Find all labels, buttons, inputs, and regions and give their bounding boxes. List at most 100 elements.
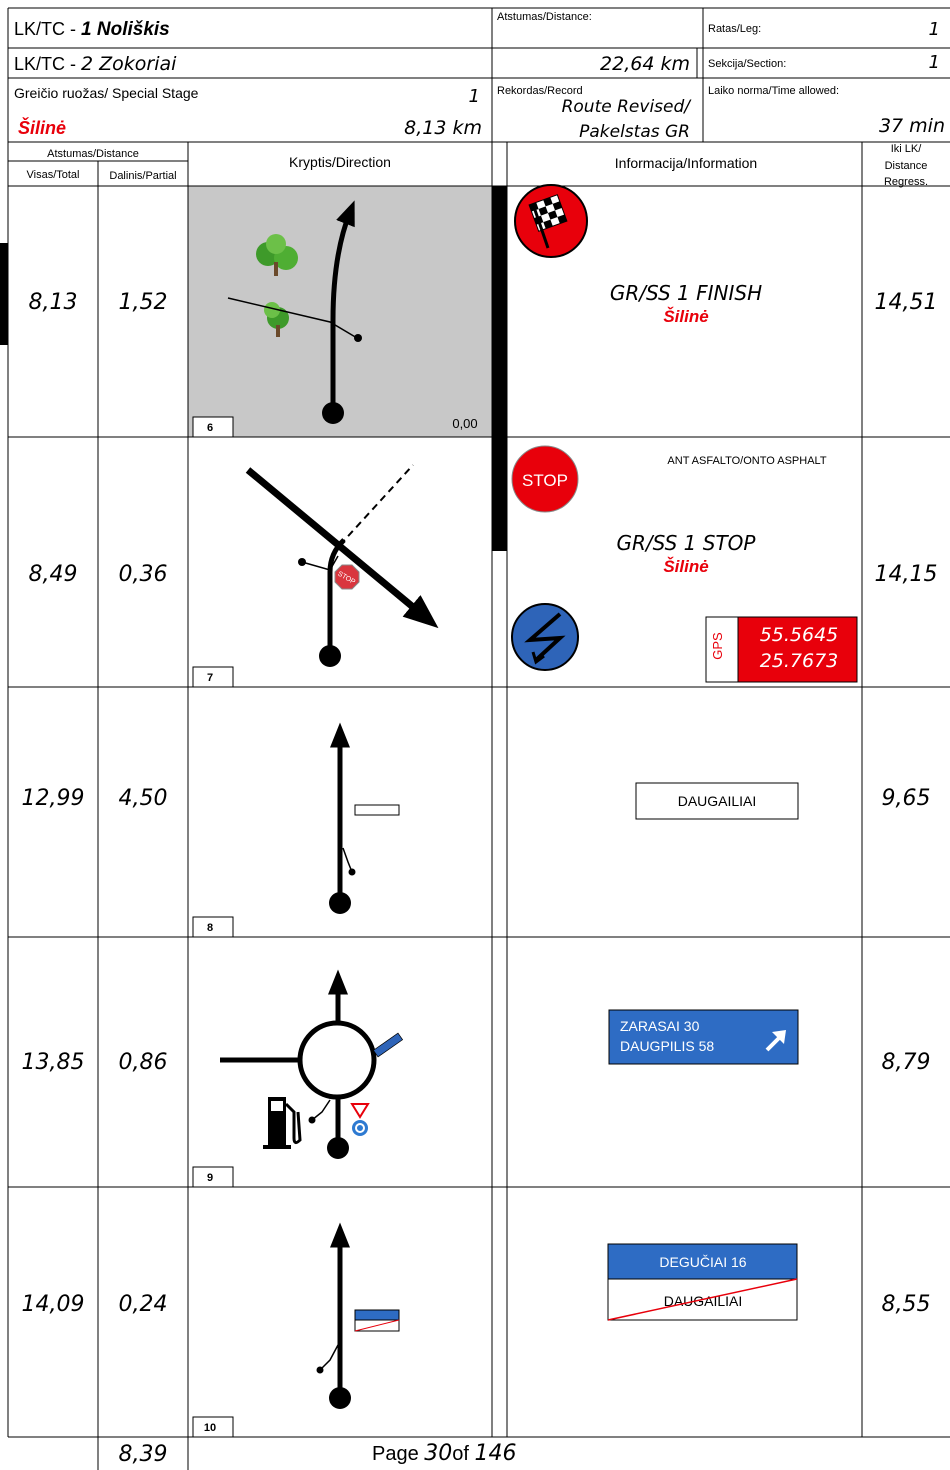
row: 8,13 1,52 14,51 6 0,00 GR/SS 1 FINISH Ši…: [29, 184, 938, 438]
shape: [329, 892, 351, 914]
stage-length: 8,13 km: [404, 117, 482, 139]
shape: [264, 302, 280, 318]
tc-from: 1 Noliškis: [81, 19, 170, 40]
shape: [316, 1366, 324, 1374]
shape: [354, 334, 362, 342]
distance-regress: 8,55: [882, 1292, 931, 1317]
carry-distance: 8,39: [119, 1442, 168, 1467]
shape: [329, 1387, 351, 1409]
asphalt-icon: [511, 603, 579, 671]
shape: [298, 558, 306, 566]
info-title: GR/SS 1 STOP: [617, 531, 757, 555]
shape: [330, 200, 355, 413]
time-label: Laiko norma/Time allowed:: [708, 85, 839, 97]
shape: [607, 1243, 798, 1280]
total-distance: 13,85: [22, 1050, 85, 1075]
column-header: Distance: [885, 160, 928, 172]
total-distance: 12,99: [22, 786, 85, 811]
row: 12,99 4,50 9,65 8 DAUGAILIAI: [22, 722, 930, 938]
partial-distance: 4,50: [119, 786, 168, 811]
column-header: Kryptis/Direction: [289, 154, 391, 170]
shape: LK/TC - 1 Noliškis: [14, 19, 170, 40]
shape: [322, 402, 344, 424]
shape: [531, 651, 545, 665]
shape: [245, 467, 439, 629]
shape: [227, 297, 358, 339]
shape: [352, 1120, 368, 1136]
shape: [276, 325, 280, 337]
partial-distance: 1,52: [119, 290, 168, 315]
tc-prefix: LK/TC -: [14, 54, 76, 74]
shape: [308, 1116, 316, 1124]
total-distance: 8,13: [29, 290, 78, 315]
gps-label: GPS: [710, 632, 725, 660]
shape: [608, 1009, 799, 1065]
road-sign-text: DAUGPILIS 58: [620, 1038, 714, 1054]
shape: [342, 847, 353, 873]
shape: [319, 645, 341, 667]
section: 1: [929, 52, 940, 73]
column-header: Dalinis/Partial: [109, 170, 176, 182]
shape: [354, 1319, 400, 1332]
step-number: 8: [207, 922, 213, 934]
distance-regress: 8,79: [882, 1050, 931, 1075]
page-number: 30: [424, 1441, 452, 1466]
leg-label: Ratas/Leg:: [708, 23, 761, 35]
info-title: GR/SS 1 FINISH: [610, 281, 762, 305]
record: Pakelstas GR: [579, 122, 690, 142]
partial-distance: 0,36: [119, 562, 168, 587]
road-sign-text: DEGUČIAI 16: [659, 1254, 746, 1270]
leg: 1: [929, 19, 940, 40]
stage-number: 1: [469, 86, 480, 107]
stage-label: Greičio ruožas/ Special Stage: [14, 85, 199, 101]
shape: [263, 1145, 291, 1149]
stage-name: Šilinė: [18, 117, 66, 138]
shape: [188, 186, 492, 437]
step-number: 9: [207, 1172, 213, 1184]
column-header: Informacija/Information: [615, 155, 757, 171]
step-number: 6: [207, 422, 213, 434]
shape: [354, 1309, 400, 1321]
shape: [772, 1030, 786, 1044]
shape: [266, 234, 286, 254]
shape: [192, 1416, 234, 1438]
record-label: Rekordas/Record: [497, 85, 583, 97]
shape: [319, 1344, 339, 1371]
shape: [372, 1032, 404, 1058]
shape: [0, 243, 8, 345]
shape: [511, 445, 579, 513]
page-of: of: [452, 1443, 469, 1465]
total-distance: 14,09: [22, 1292, 85, 1317]
shape: LK/TC - 2 Zokoriai: [14, 53, 177, 75]
row: 8,49 0,36 14,15 STOP 7 ANT ASFALTO/ONTO …: [29, 445, 937, 688]
tree: [256, 234, 298, 337]
gps-latitude: 55.5645: [760, 624, 839, 646]
shape: [607, 1278, 798, 1321]
shape: [492, 186, 507, 551]
column-header: Regress.: [884, 176, 928, 188]
road-sign-text: ZARASAI 30: [620, 1018, 700, 1034]
shape: [311, 1099, 331, 1121]
shape: [524, 612, 566, 662]
shape: [192, 916, 234, 938]
distance-regress: 14,51: [875, 290, 938, 315]
shape: [192, 1166, 234, 1188]
distance: 22,64 km: [600, 53, 690, 75]
section-label: Sekcija/Section:: [708, 58, 786, 70]
step-number: 10: [204, 1422, 216, 1434]
shape: Page 30of 146: [372, 1441, 517, 1466]
shape: [192, 666, 234, 688]
partial-distance: 0,24: [119, 1292, 168, 1317]
direction-note: 0,00: [452, 416, 477, 431]
shape: [284, 1102, 302, 1145]
shape: [192, 416, 234, 438]
road-sign-text: DAUGAILIAI: [664, 1293, 743, 1309]
shape: [327, 538, 346, 656]
tc-to: 2 Zokoriai: [81, 53, 177, 75]
column-header: Iki LK/: [891, 143, 923, 155]
gps-longitude: 25.7673: [760, 650, 839, 672]
info-note: ANT ASFALTO/ONTO ASPHALT: [667, 455, 826, 467]
total-distance: 8,49: [29, 562, 78, 587]
road-sign-text: DAUGAILIAI: [678, 793, 757, 809]
